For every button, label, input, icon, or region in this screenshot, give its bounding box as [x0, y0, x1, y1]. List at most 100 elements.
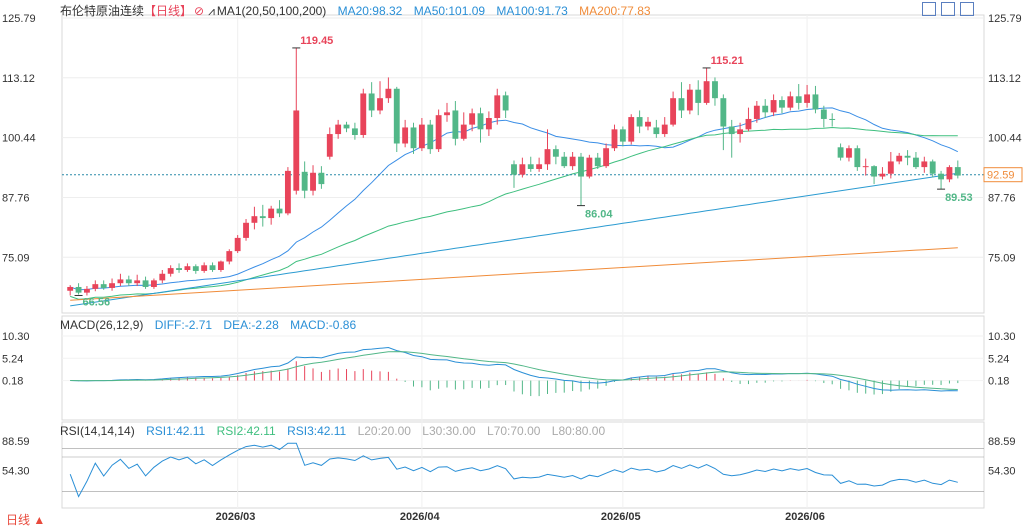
candle-body — [628, 117, 635, 142]
last-price-box — [983, 167, 1023, 183]
rsi-tick-right: 54.30 — [988, 465, 1016, 477]
candle-body — [351, 128, 358, 136]
candle-body — [335, 124, 342, 135]
candle-body — [142, 280, 149, 287]
x-tick-label: 2026/06 — [785, 511, 825, 523]
price-tick-left: 113.12 — [2, 73, 35, 85]
candle-body — [670, 98, 677, 125]
price-tick-left: 125.79 — [2, 13, 36, 25]
macd-tick-right: 10.30 — [988, 331, 1016, 343]
candle-body — [536, 164, 543, 169]
candle-body — [234, 237, 241, 252]
main-legend: 布伦特原油连续【日线】 ⊘ ⩘ MA1(20,50,100,200) MA20:98.… — [60, 2, 659, 19]
candle-body — [879, 173, 886, 177]
candle-body — [795, 96, 802, 103]
candle-body — [192, 266, 199, 271]
macd-value: MACD:-0.86 — [290, 318, 357, 332]
candle-body — [109, 283, 115, 288]
settings-icon[interactable]: ⊘ — [194, 4, 205, 18]
symbol-name: 布伦特原油连续 — [60, 4, 145, 18]
ma50-value: MA50:101.09 — [413, 4, 486, 18]
candle-body — [854, 148, 861, 168]
candle-body — [804, 94, 811, 103]
candle-body — [184, 266, 191, 270]
candle-body — [494, 95, 501, 119]
rsi-l70: L70:70.00 — [487, 424, 541, 438]
rsi-title[interactable]: RSI(14,14,14) — [60, 424, 135, 438]
candle-body — [594, 157, 601, 167]
period-tab[interactable]: 日线 ▲ — [6, 513, 46, 527]
rsi-l80: L80:80.00 — [551, 424, 606, 438]
candle-body — [745, 118, 752, 130]
candle-body — [125, 279, 132, 284]
ma200-value: MA200:77.83 — [579, 4, 651, 18]
macd-legend: MACD(26,12,9) DIFF:-2.71 DEA:-2.28 MACD:… — [60, 318, 364, 332]
rsi1-value: RSI1:42.11 — [146, 424, 206, 438]
candle-body — [929, 161, 936, 174]
panel-border-1 — [61, 315, 985, 421]
candle-body — [284, 170, 291, 214]
indicator-icon[interactable]: ⩘ — [208, 4, 215, 18]
candle-body — [402, 127, 409, 144]
candle-body — [511, 164, 517, 175]
candle-body — [67, 286, 74, 291]
macd-tick-left: 10.30 — [2, 331, 30, 343]
crosshair-icon[interactable] — [922, 2, 936, 16]
candle-body — [92, 284, 99, 289]
period-tab-label: 日线 — [6, 513, 31, 527]
candle-body — [243, 222, 249, 238]
candle-body — [946, 167, 953, 180]
candle-body — [846, 148, 852, 158]
zoom-in-icon[interactable] — [941, 2, 955, 16]
candle-body — [100, 284, 107, 288]
candle-body — [75, 286, 82, 293]
candle-body — [770, 100, 777, 113]
candle-body — [720, 98, 727, 127]
candle-body — [377, 98, 383, 111]
candle-body — [527, 164, 534, 169]
candle-body — [753, 105, 760, 119]
period-label[interactable]: 【日线】 — [144, 4, 193, 18]
macd-tick-left: 5.24 — [2, 353, 23, 365]
ma100-value: MA100:91.73 — [496, 4, 568, 18]
macd-tick-right: 5.24 — [988, 353, 1009, 365]
ma20-value: MA20:98.32 — [337, 4, 403, 18]
candle-body — [159, 273, 166, 281]
rsi-l30: L30:30.00 — [422, 424, 476, 438]
zoom-out-icon[interactable] — [960, 2, 974, 16]
candle-body — [636, 117, 643, 127]
candle-body — [645, 121, 651, 127]
candle-body — [435, 115, 442, 150]
macd-tick-right: 0.18 — [988, 376, 1009, 388]
rsi-tick-left: 88.59 — [2, 436, 30, 448]
indicator-name[interactable]: MA1(20,50,100,200) — [216, 4, 327, 18]
ma20-line — [70, 107, 959, 291]
macd-tick-left: 0.18 — [2, 376, 23, 388]
candle-body — [259, 216, 266, 219]
price-tick-right: 87.76 — [988, 192, 1016, 204]
candle-body — [444, 112, 450, 116]
candle-body — [896, 155, 903, 162]
ma50-line — [70, 126, 958, 300]
rsi3-value: RSI3:42.11 — [287, 424, 347, 438]
candle-body — [611, 129, 618, 149]
low2-label: 86.04 — [585, 209, 613, 221]
candle-body — [586, 157, 593, 177]
candle-body — [217, 261, 224, 270]
rsi-l20: L20:20.00 — [357, 424, 411, 438]
candle-body — [569, 156, 576, 167]
macd-title[interactable]: MACD(26,12,9) — [60, 318, 144, 332]
candle-body — [117, 279, 124, 284]
candle-body — [485, 118, 492, 130]
high-label: 119.45 — [300, 35, 333, 47]
candle-body — [167, 268, 174, 274]
candle-body — [619, 129, 626, 142]
candle-body — [368, 93, 375, 111]
candle-body — [954, 167, 961, 176]
x-tick-label: 2026/05 — [601, 511, 641, 523]
macd-dea: DEA:-2.28 — [223, 318, 279, 332]
candle-body — [728, 126, 735, 135]
candle-body — [921, 161, 928, 168]
panel-border-2 — [61, 421, 985, 509]
